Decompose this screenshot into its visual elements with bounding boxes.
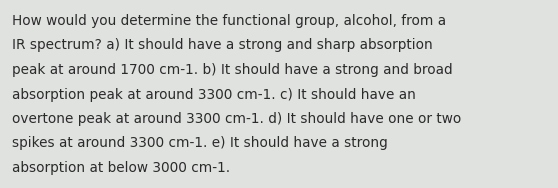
Text: spikes at around 3300 cm-1. e) It should have a strong: spikes at around 3300 cm-1. e) It should…	[12, 136, 388, 151]
Text: How would you determine the functional group, alcohol, from a: How would you determine the functional g…	[12, 14, 446, 28]
Text: overtone peak at around 3300 cm-1. d) It should have one or two: overtone peak at around 3300 cm-1. d) It…	[12, 112, 461, 126]
Text: absorption peak at around 3300 cm-1. c) It should have an: absorption peak at around 3300 cm-1. c) …	[12, 87, 416, 102]
Text: IR spectrum? a) It should have a strong and sharp absorption: IR spectrum? a) It should have a strong …	[12, 39, 433, 52]
Text: absorption at below 3000 cm-1.: absorption at below 3000 cm-1.	[12, 161, 230, 175]
Text: peak at around 1700 cm-1. b) It should have a strong and broad: peak at around 1700 cm-1. b) It should h…	[12, 63, 453, 77]
